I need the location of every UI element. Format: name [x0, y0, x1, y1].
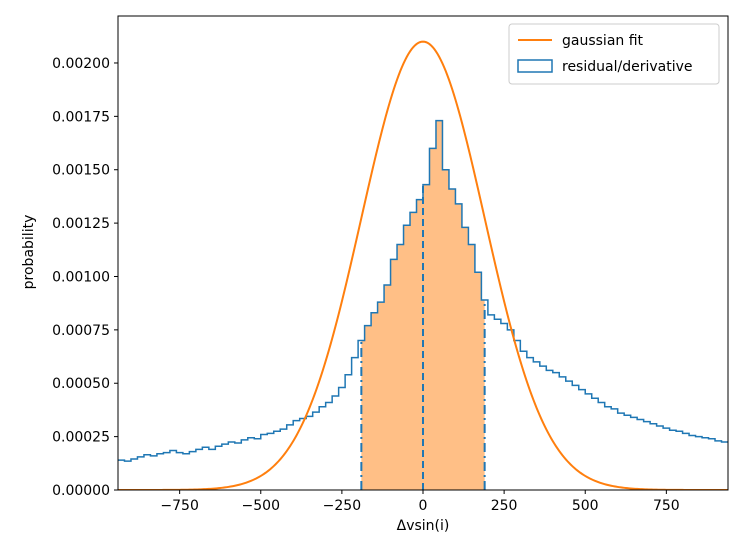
y-tick-label: 0.00200 [52, 56, 110, 72]
x-axis-label: Δvsin(i) [397, 518, 450, 534]
plot-area [118, 40, 728, 490]
y-tick-label: 0.00175 [52, 109, 110, 125]
x-tick-label: −250 [323, 498, 361, 514]
y-tick-label: 0.00025 [52, 430, 110, 446]
y-tick-label: 0.00000 [52, 483, 110, 499]
y-axis-label: probability [21, 215, 37, 290]
y-tick-label: 0.00100 [52, 269, 110, 285]
y-tick-label: 0.00050 [52, 376, 110, 392]
x-tick-label: 250 [491, 498, 518, 514]
legend-hist-swatch [517, 59, 553, 73]
legend-hist-label: residual/derivative [562, 59, 692, 75]
x-tick-label: 500 [572, 498, 599, 514]
axes: −750 −500 −250 0 250 500 750 0.00000 0.00025 0.00… [52, 15, 729, 514]
gaussian-fit-curve [118, 40, 728, 490]
legend-fit-label: gaussian fit [562, 33, 644, 49]
shaded-region [361, 120, 485, 490]
y-tick-label: 0.00150 [52, 163, 110, 179]
y-tick-label: 0.00075 [52, 323, 110, 339]
x-tick-label: −500 [242, 498, 280, 514]
legend-frame [508, 23, 720, 85]
x-tick-label: 750 [653, 498, 680, 514]
x-tick-label: 0 [419, 498, 428, 514]
legend: gaussian fit residual/derivative [508, 23, 720, 85]
x-tick-label: −750 [160, 498, 198, 514]
y-tick-label: 0.00125 [52, 216, 110, 232]
